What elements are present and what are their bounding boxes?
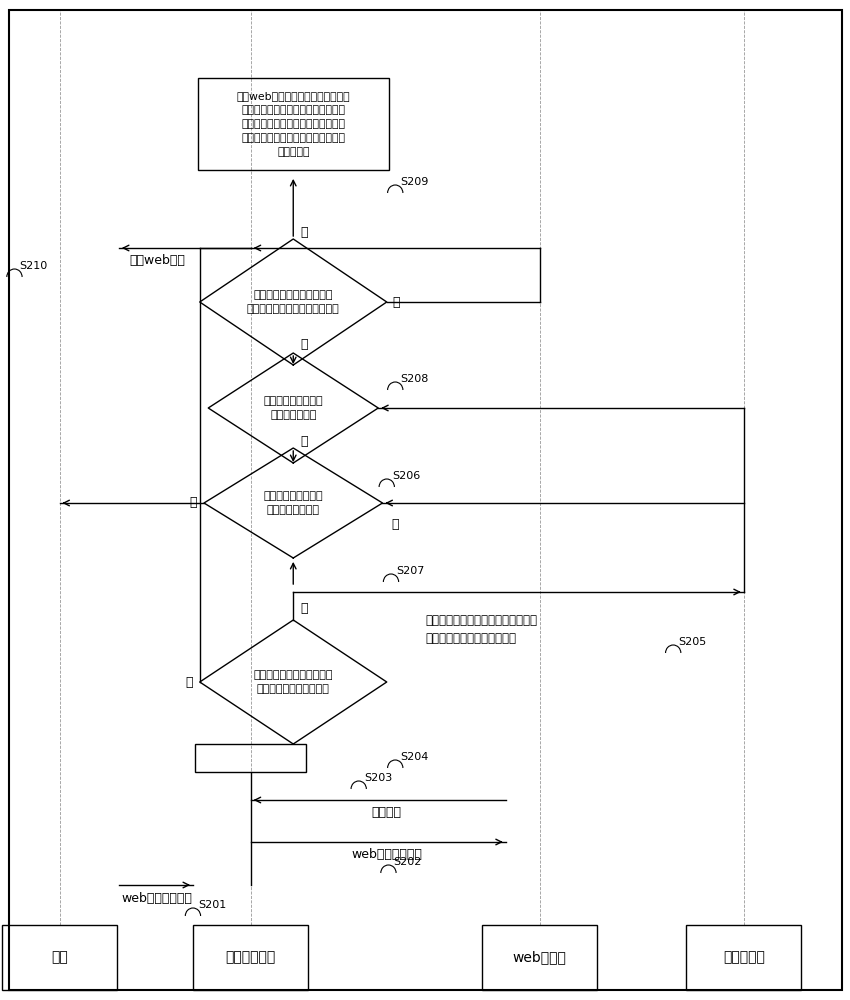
- Text: S204: S204: [400, 752, 428, 762]
- Bar: [3, 925, 117, 990]
- Text: 否: 否: [300, 435, 308, 448]
- Text: 否: 否: [393, 296, 400, 308]
- Text: web服务端: web服务端: [513, 950, 567, 964]
- Text: 是: 是: [391, 518, 399, 532]
- Text: 是否收到本地服务端
返回的第二响应: 是否收到本地服务端 返回的第二响应: [264, 396, 323, 420]
- Text: 渲染web页面时，根据所述第二响应
中的本地应用的版本信息及所述第一
响应中与之相同的应用的版本信息，
调整所述第一响中该应用的下载链接
的操作提示: 渲染web页面时，根据所述第二响应 中的本地应用的版本信息及所述第一 响应中与之…: [236, 91, 350, 157]
- Text: 第二响应中的本地应用与第
一响应中的应用是否为相同应用: 第二响应中的本地应用与第 一响应中的应用是否为相同应用: [246, 290, 340, 314]
- Text: 否: 否: [190, 496, 197, 510]
- Text: 是: 是: [300, 226, 308, 238]
- Text: 浏览器客户端: 浏览器客户端: [225, 950, 276, 964]
- Text: 第一响应: 第一响应: [371, 806, 402, 820]
- Text: 用户: 用户: [51, 950, 68, 964]
- Bar: [483, 925, 597, 990]
- Text: S209: S209: [400, 177, 428, 187]
- Text: 注册端口集是否有尚
未被选取的端口号: 注册端口集是否有尚 未被选取的端口号: [264, 491, 323, 515]
- Text: 从注册端口集中选取一个端口号，发
起携带有该端口号的访问请求: 从注册端口集中选取一个端口号，发 起携带有该端口号的访问请求: [425, 614, 537, 646]
- Text: 第一响应中是否有应用的名
称、下载链接及描述信息: 第一响应中是否有应用的名 称、下载链接及描述信息: [253, 670, 333, 694]
- Text: 展示web页面: 展示web页面: [129, 254, 185, 267]
- Text: S202: S202: [394, 857, 422, 867]
- Text: web页面访问操作: web页面访问操作: [122, 892, 193, 904]
- Text: S207: S207: [396, 566, 424, 576]
- Text: S210: S210: [20, 261, 48, 271]
- Text: 本地服务端: 本地服务端: [722, 950, 765, 964]
- Text: S205: S205: [678, 637, 706, 647]
- Bar: [686, 925, 801, 990]
- Text: S203: S203: [364, 773, 392, 783]
- Bar: [196, 744, 306, 772]
- Text: 否: 否: [185, 676, 193, 688]
- Text: S201: S201: [198, 900, 226, 910]
- Text: 是: 是: [300, 338, 308, 352]
- Text: 是: 是: [300, 602, 308, 615]
- Bar: [193, 925, 308, 990]
- Bar: [197, 78, 388, 170]
- Text: S206: S206: [392, 471, 420, 481]
- Text: S208: S208: [400, 374, 428, 384]
- Text: web页面访问请求: web页面访问请求: [351, 848, 422, 861]
